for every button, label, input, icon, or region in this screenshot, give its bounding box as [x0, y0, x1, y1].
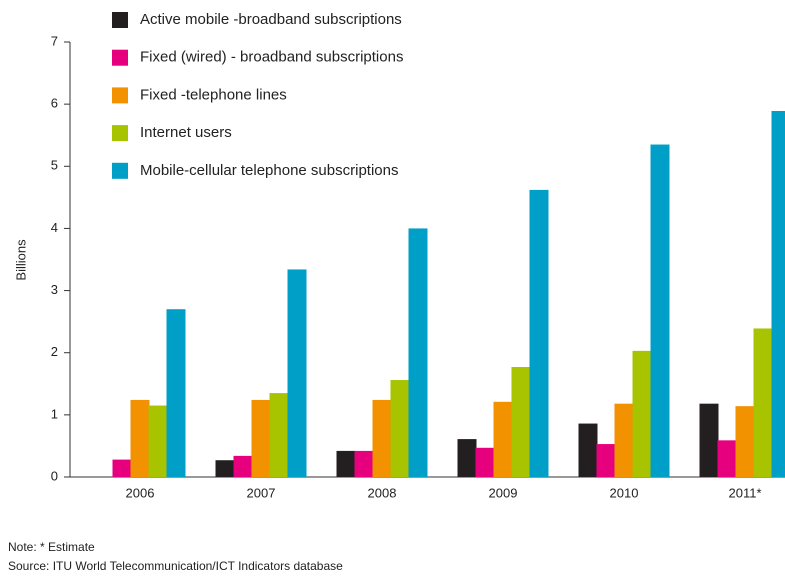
legend-swatch — [112, 12, 128, 28]
bar — [336, 450, 356, 477]
bar — [596, 444, 616, 477]
bar — [287, 269, 307, 477]
bar — [372, 399, 392, 477]
x-tick-label: 2007 — [247, 485, 276, 500]
bar — [233, 455, 253, 477]
bar — [354, 450, 374, 477]
bar — [632, 350, 652, 477]
bar — [735, 406, 755, 477]
y-tick-label: 3 — [51, 282, 58, 297]
bar — [390, 380, 410, 477]
legend-swatch — [112, 49, 128, 66]
source: Source: ITU World Telecommunication/ICT … — [8, 559, 343, 573]
bar — [269, 393, 289, 477]
legend-label: Internet users — [140, 124, 232, 141]
note: Note: * Estimate — [8, 540, 95, 554]
legend-label: Fixed (wired) - broadband subscriptions — [140, 49, 403, 66]
bar — [493, 401, 513, 477]
y-tick-label: 4 — [51, 220, 58, 235]
legend-label: Mobile-cellular telephone subscriptions — [140, 162, 398, 179]
bar — [166, 309, 186, 477]
y-tick-label: 0 — [51, 468, 58, 483]
legend: Active mobile -broadband subscriptions Fi… — [112, 11, 403, 179]
bar — [753, 328, 773, 477]
x-tick-label: 2011* — [728, 485, 761, 500]
bar — [112, 459, 132, 477]
legend-label: Fixed -telephone lines — [140, 86, 287, 103]
y-tick-label: 6 — [51, 96, 58, 111]
bar — [215, 460, 235, 477]
x-tick-label: 2008 — [368, 485, 397, 500]
legend-swatch — [112, 162, 128, 179]
bar — [511, 367, 531, 477]
bar — [614, 403, 634, 477]
notes: Note: * Estimate Source: ITU World Telec… — [8, 540, 343, 573]
x-tick-label: 2010 — [610, 485, 639, 500]
legend-swatch — [112, 87, 128, 104]
bar — [475, 447, 495, 477]
legend-swatch — [112, 125, 128, 142]
bar — [771, 110, 785, 477]
y-tick-label: 7 — [51, 33, 58, 48]
x-tick-label: 2009 — [489, 485, 518, 500]
x-tick-label: 2006 — [126, 485, 155, 500]
bar — [148, 405, 168, 477]
bar — [578, 423, 598, 477]
legend-label: Active mobile -broadband subscriptions — [140, 11, 402, 28]
bar — [251, 399, 271, 477]
bar — [717, 440, 737, 477]
y-axis-label: Billions — [13, 239, 28, 281]
y-tick-label: 1 — [51, 406, 58, 421]
y-tick-label: 2 — [51, 344, 58, 359]
bar — [699, 403, 719, 477]
bar — [457, 439, 477, 477]
bar — [529, 189, 549, 477]
bar — [408, 228, 428, 477]
y-tick-label: 5 — [51, 158, 58, 173]
bar — [650, 144, 670, 478]
bar — [130, 399, 150, 477]
